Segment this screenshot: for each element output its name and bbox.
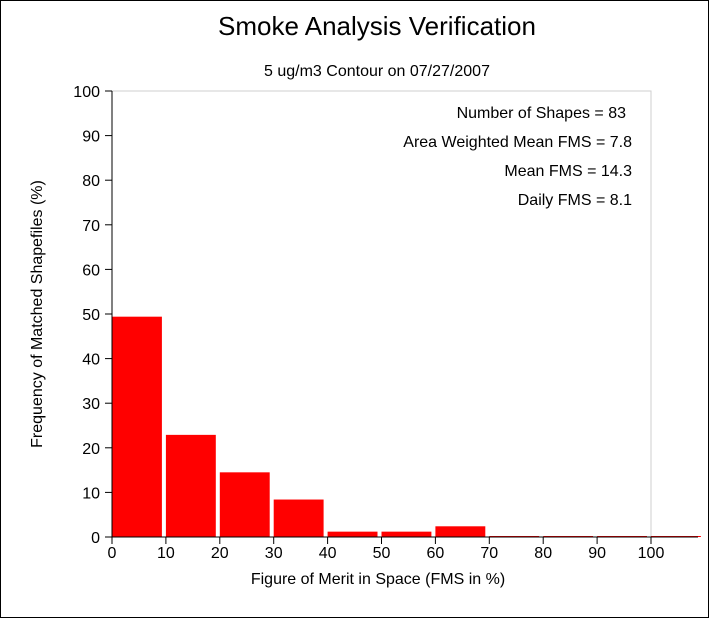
y-tick-label: 60 xyxy=(82,262,100,279)
histogram-bar-1 xyxy=(165,434,216,537)
stat-annotation: Area Weighted Mean FMS = 7.8 xyxy=(403,134,632,151)
histogram-bar-6 xyxy=(435,526,486,537)
y-tick-label: 30 xyxy=(82,396,100,413)
x-tick-label: 70 xyxy=(480,545,498,562)
stat-annotation: Mean FMS = 14.3 xyxy=(504,163,632,180)
annotation-group: Number of Shapes = 83 Area Weighted Mean … xyxy=(403,105,632,209)
x-tick-label: 80 xyxy=(534,545,552,562)
stat-annotation: Number of Shapes = 83 xyxy=(457,105,627,122)
y-tick-label: 10 xyxy=(82,485,100,502)
histogram-bar-4 xyxy=(327,531,378,537)
x-tick-label: 20 xyxy=(211,545,229,562)
x-tick-label: 60 xyxy=(427,545,445,562)
histogram-bar-5 xyxy=(381,531,432,537)
y-tick-label: 100 xyxy=(73,84,100,101)
axes-group: 0 10 20 30 40 50 60 70 80 90 100 0 10 20 30 40 50 60 70 80 9… xyxy=(73,84,698,562)
y-tick-label: 70 xyxy=(82,218,100,235)
stat-annotation: Daily FMS = 8.1 xyxy=(518,192,632,209)
x-tick-label: 100 xyxy=(638,545,665,562)
histogram-bar-3 xyxy=(273,499,324,537)
y-axis-label: Frequency of Matched Shapefiles (%) xyxy=(29,180,46,448)
x-tick-label: 30 xyxy=(265,545,283,562)
y-tick-label: 80 xyxy=(82,173,100,190)
y-tick-label: 20 xyxy=(82,441,100,458)
y-tick-label: 90 xyxy=(82,129,100,146)
x-tick-label: 90 xyxy=(588,545,606,562)
x-tick-label: 40 xyxy=(319,545,337,562)
y-tick-label: 50 xyxy=(82,307,100,324)
x-tick-label: 50 xyxy=(373,545,391,562)
histogram-bar-2 xyxy=(219,472,270,537)
y-tick-label: 40 xyxy=(82,352,100,369)
chart-subtitle: 5 ug/m3 Contour on 07/27/2007 xyxy=(264,63,490,80)
y-tick-label: 0 xyxy=(91,530,100,547)
histogram-bar-0 xyxy=(112,316,162,537)
x-tick-label: 0 xyxy=(108,545,117,562)
x-tick-label: 10 xyxy=(157,545,175,562)
chart-title: Smoke Analysis Verification xyxy=(218,11,536,41)
x-axis-label: Figure of Merit in Space (FMS in %) xyxy=(251,571,505,588)
